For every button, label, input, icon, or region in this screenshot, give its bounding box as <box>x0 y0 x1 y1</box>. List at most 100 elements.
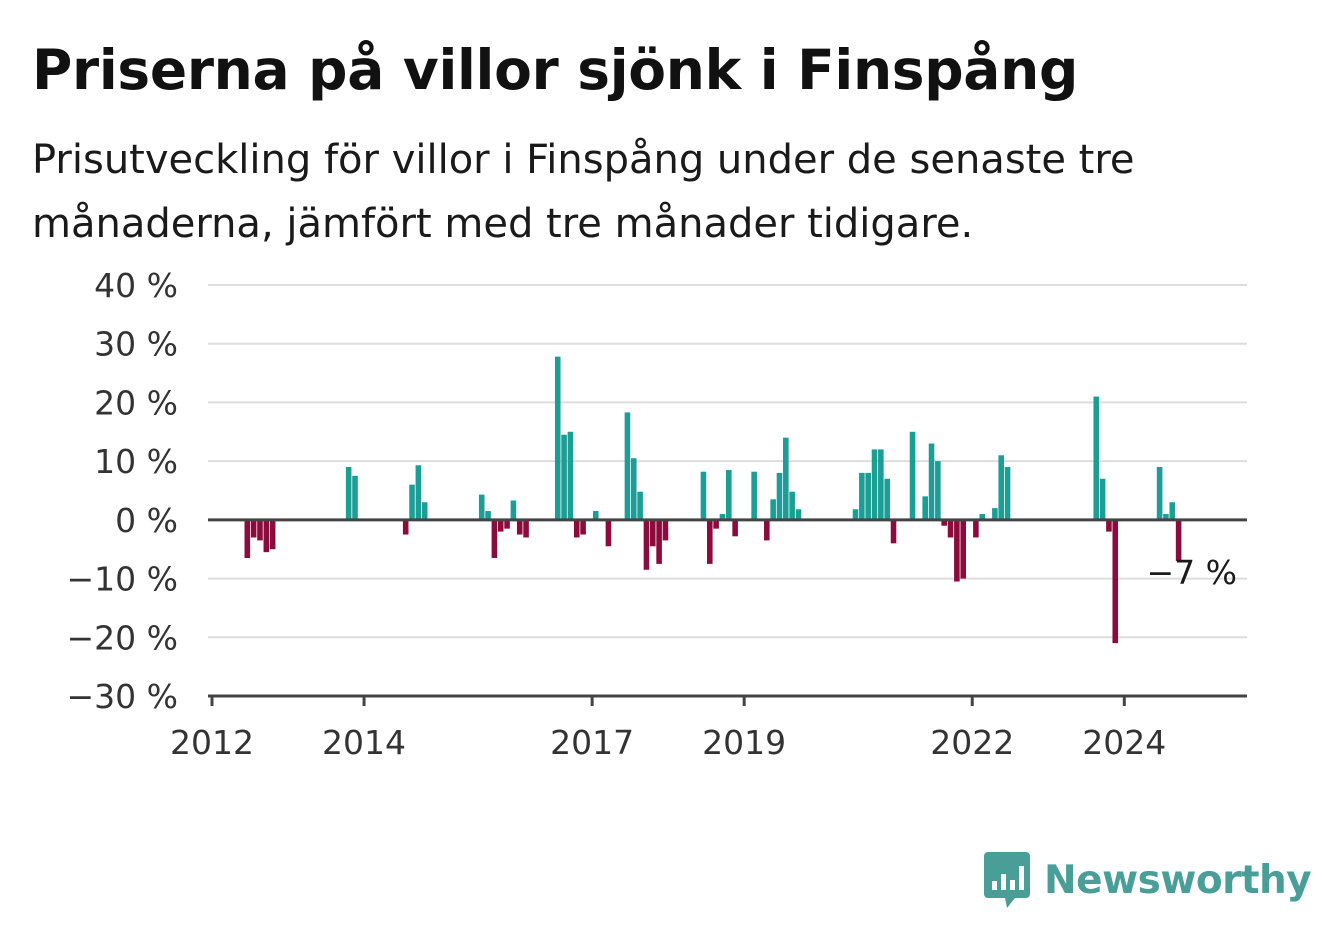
bar <box>890 519 897 544</box>
bar <box>1175 519 1182 561</box>
brand-name: Newsworthy <box>1044 857 1312 903</box>
bar <box>884 478 890 520</box>
bar <box>656 519 662 564</box>
bar <box>719 513 726 520</box>
bar <box>1106 519 1112 532</box>
y-tick-label: 40 % <box>94 266 178 305</box>
bar <box>795 509 802 520</box>
last-value-label: −7 % <box>1147 553 1238 592</box>
bar <box>409 484 415 520</box>
bar <box>244 519 251 559</box>
bar <box>852 509 859 520</box>
bar <box>859 472 865 520</box>
bar <box>485 511 491 520</box>
bar <box>878 449 884 520</box>
bar <box>992 508 998 520</box>
bar <box>922 496 928 520</box>
bar <box>954 519 960 582</box>
bar <box>1004 467 1011 520</box>
bar <box>491 519 498 559</box>
bar <box>630 458 637 520</box>
newsworthy-logo: Newsworthy <box>982 850 1312 910</box>
bar <box>345 467 352 520</box>
gridlines <box>208 284 1247 697</box>
newsworthy-logo-icon <box>984 852 1030 908</box>
y-tick-label: 0 % <box>115 501 178 540</box>
bar <box>592 511 599 520</box>
bar <box>909 431 916 520</box>
bar <box>649 519 656 547</box>
bar <box>643 519 650 570</box>
bar <box>713 519 719 529</box>
bar <box>510 500 517 520</box>
bar <box>998 455 1005 520</box>
x-axis: 2012 2014 2017 2019 2022 2024 <box>170 518 1247 762</box>
bar <box>700 471 707 520</box>
bar <box>871 449 878 520</box>
bar <box>269 519 276 550</box>
bar <box>250 519 257 538</box>
bar <box>561 434 567 520</box>
bar <box>789 491 795 520</box>
bar <box>1156 467 1163 520</box>
bar <box>478 494 485 520</box>
bar <box>1163 513 1169 520</box>
bar <box>637 491 643 520</box>
bar <box>776 472 783 520</box>
bar <box>1099 478 1106 520</box>
x-tick-label: 2014 <box>322 723 406 762</box>
bar <box>580 519 586 535</box>
bar <box>421 502 428 520</box>
y-tick-label: 10 % <box>94 442 178 481</box>
x-tick-label: 2024 <box>1082 723 1166 762</box>
bar <box>1169 502 1176 520</box>
bar <box>707 519 713 564</box>
bar <box>973 519 979 538</box>
x-tick-label: 2019 <box>702 723 786 762</box>
bar <box>935 461 941 520</box>
y-axis-labels: 40 % 30 % 20 % 10 % 0 % −10 % −20 % −30 % <box>67 266 179 716</box>
bar <box>352 475 358 520</box>
bar-chart: 40 %30 %20 %10 %0 %−10 %−20 %−30 % 2012 2… <box>67 266 1247 762</box>
x-tick-label: 2022 <box>930 723 1014 762</box>
bar <box>624 412 631 520</box>
bar <box>257 519 263 541</box>
bar <box>783 437 789 520</box>
annotations: −7 % <box>1147 553 1238 592</box>
bar <box>263 519 270 553</box>
bar <box>960 519 966 579</box>
bar <box>402 519 409 535</box>
bar <box>1093 396 1100 520</box>
bar <box>770 499 776 520</box>
bar <box>554 356 561 520</box>
bar <box>941 519 947 526</box>
bar <box>523 519 529 538</box>
bar <box>662 519 669 541</box>
chart-title: Priserna på villor sjönk i Finspång <box>32 38 1079 102</box>
y-tick-label: 20 % <box>94 383 178 422</box>
bar <box>732 519 738 537</box>
bar <box>1112 519 1119 644</box>
y-tick-label: −20 % <box>67 618 179 657</box>
bar <box>567 431 574 520</box>
bar <box>516 519 523 535</box>
bar <box>928 443 935 520</box>
bar <box>605 519 612 547</box>
x-tick-label: 2012 <box>170 723 254 762</box>
x-tick-label: 2017 <box>550 723 634 762</box>
bar <box>979 513 986 520</box>
chart-subtitle: Prisutveckling för villor i Finspång und… <box>32 137 1135 247</box>
bar <box>764 519 770 541</box>
bars <box>244 356 1182 644</box>
bar <box>751 471 757 520</box>
y-tick-label: −30 % <box>67 677 179 716</box>
bar <box>573 519 580 538</box>
bar <box>504 519 510 529</box>
bar <box>947 519 954 538</box>
bar <box>865 472 871 520</box>
bar <box>726 469 732 520</box>
y-tick-label: −10 % <box>67 560 179 599</box>
bar <box>415 465 422 520</box>
y-tick-label: 30 % <box>94 325 178 364</box>
bar <box>497 519 504 532</box>
